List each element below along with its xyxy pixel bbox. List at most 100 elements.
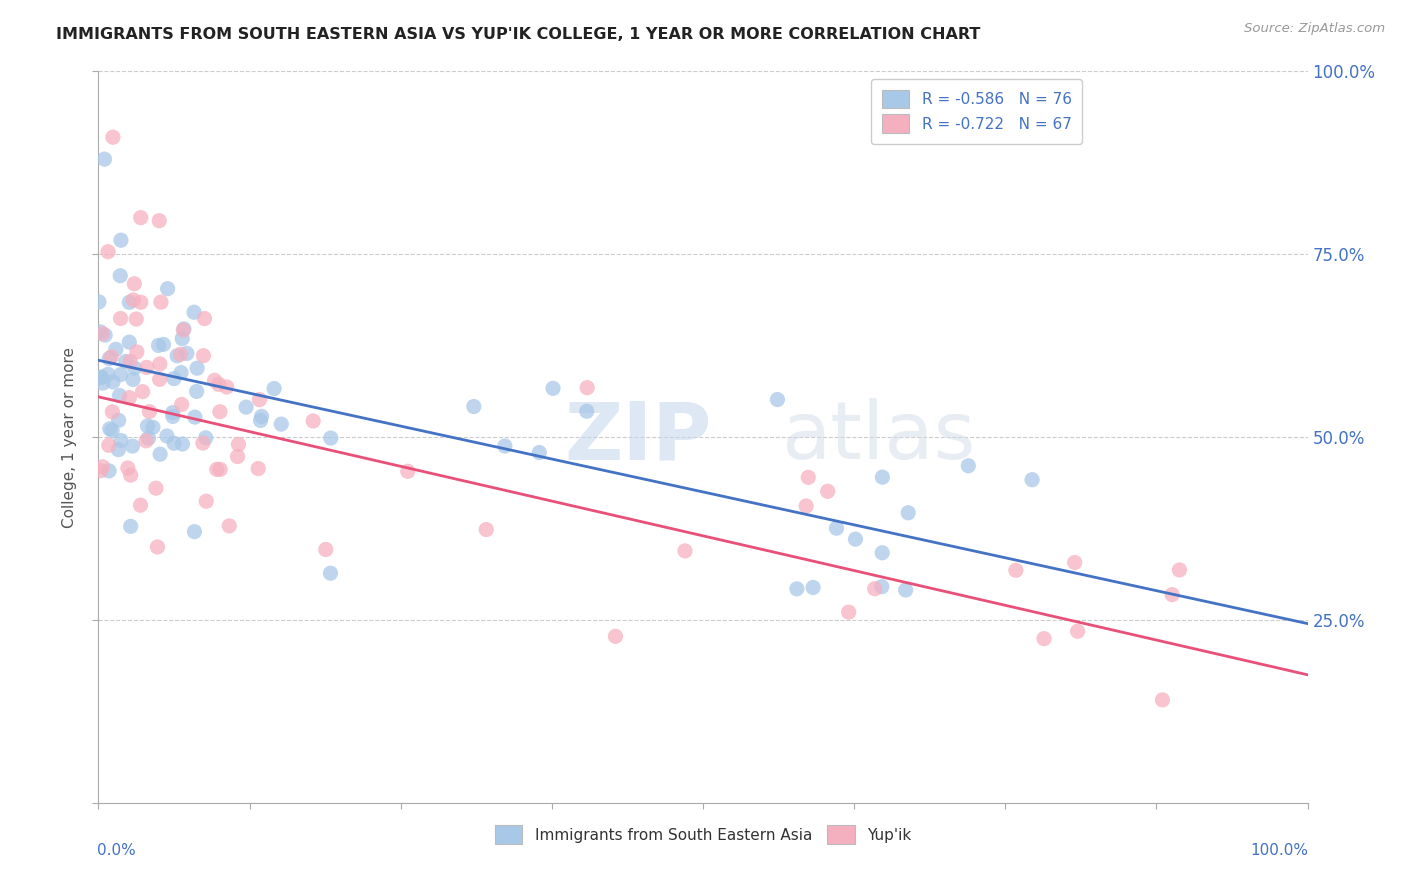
Point — [169, 347, 191, 361]
Point — [193, 349, 215, 363]
Legend: Immigrants from South Eastern Asia, Yup'ik: Immigrants from South Eastern Asia, Yup'… — [489, 819, 917, 850]
Point — [101, 424, 124, 438]
Point — [156, 429, 179, 443]
Point — [957, 458, 980, 473]
Point — [204, 373, 226, 387]
Point — [193, 311, 215, 326]
Point — [108, 388, 131, 402]
Point — [120, 519, 142, 533]
Point — [101, 405, 124, 419]
Point — [122, 293, 145, 307]
Point — [1033, 632, 1056, 646]
Point — [162, 406, 184, 420]
Point — [170, 366, 193, 380]
Point — [94, 328, 117, 343]
Text: 0.0%: 0.0% — [97, 843, 136, 858]
Point — [110, 434, 132, 448]
Point — [794, 499, 817, 513]
Point — [172, 323, 194, 337]
Point — [107, 442, 129, 457]
Point — [124, 277, 146, 291]
Point — [183, 305, 205, 319]
Point — [129, 295, 152, 310]
Point — [176, 346, 198, 360]
Point — [129, 211, 152, 225]
Point — [315, 542, 337, 557]
Point — [120, 468, 142, 483]
Point — [817, 484, 839, 499]
Point — [195, 494, 218, 508]
Point — [118, 295, 141, 310]
Point — [114, 354, 136, 368]
Point — [228, 437, 250, 451]
Point — [149, 295, 172, 310]
Point — [263, 382, 285, 396]
Point — [463, 400, 485, 414]
Point — [529, 445, 551, 459]
Point — [894, 582, 917, 597]
Point — [396, 464, 419, 478]
Point — [87, 294, 110, 309]
Point — [166, 349, 188, 363]
Point — [125, 312, 148, 326]
Point — [97, 368, 120, 382]
Point — [1168, 563, 1191, 577]
Point — [766, 392, 789, 407]
Point — [302, 414, 325, 428]
Point — [97, 438, 120, 452]
Point — [247, 461, 270, 475]
Point — [89, 464, 111, 478]
Point — [101, 130, 124, 145]
Point — [319, 431, 342, 445]
Point — [110, 368, 132, 382]
Point — [104, 343, 127, 357]
Point — [172, 332, 194, 346]
Point — [270, 417, 292, 431]
Point — [215, 380, 238, 394]
Point — [148, 338, 170, 352]
Point — [218, 519, 240, 533]
Point — [208, 405, 231, 419]
Point — [148, 213, 170, 227]
Point — [110, 311, 132, 326]
Point — [844, 532, 866, 546]
Point — [98, 464, 121, 478]
Text: IMMIGRANTS FROM SOUTH EASTERN ASIA VS YUP'IK COLLEGE, 1 YEAR OR MORE CORRELATION: IMMIGRANTS FROM SOUTH EASTERN ASIA VS YU… — [56, 27, 980, 42]
Point — [173, 322, 195, 336]
Point — [91, 326, 114, 341]
Text: Source: ZipAtlas.com: Source: ZipAtlas.com — [1244, 22, 1385, 36]
Point — [1066, 624, 1088, 639]
Point — [131, 384, 153, 399]
Point — [786, 582, 808, 596]
Text: 100.0%: 100.0% — [1251, 843, 1309, 858]
Text: atlas: atlas — [782, 398, 976, 476]
Point — [191, 436, 214, 450]
Point — [870, 546, 893, 560]
Point — [145, 481, 167, 495]
Point — [541, 381, 564, 395]
Point — [863, 582, 886, 596]
Point — [897, 506, 920, 520]
Point — [194, 431, 217, 445]
Point — [124, 361, 146, 376]
Point — [110, 233, 132, 247]
Point — [172, 437, 194, 451]
Point — [142, 420, 165, 434]
Point — [100, 350, 122, 364]
Point — [91, 459, 114, 474]
Point — [135, 360, 157, 375]
Point — [129, 498, 152, 512]
Point — [152, 337, 174, 351]
Point — [90, 370, 112, 384]
Point — [125, 345, 148, 359]
Point — [1021, 473, 1043, 487]
Point — [825, 521, 848, 535]
Point — [186, 361, 208, 376]
Point — [149, 447, 172, 461]
Point — [801, 581, 824, 595]
Point — [872, 470, 894, 484]
Point — [121, 439, 143, 453]
Point — [494, 439, 516, 453]
Point — [163, 371, 186, 385]
Point — [249, 392, 271, 407]
